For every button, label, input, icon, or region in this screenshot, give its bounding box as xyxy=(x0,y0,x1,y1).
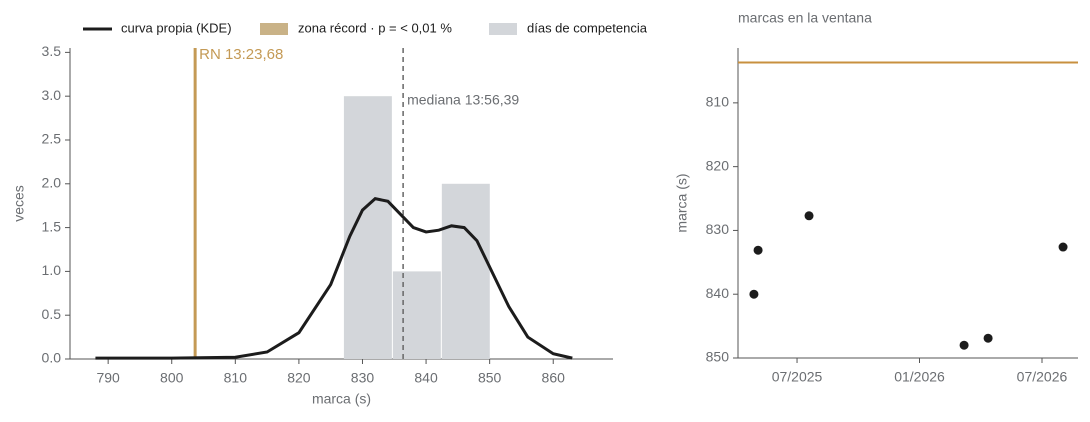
y-tick-label: 1.5 xyxy=(42,218,62,234)
point xyxy=(753,245,763,255)
y-axis-label: marca (s) xyxy=(674,173,690,232)
point xyxy=(959,340,969,350)
chart-title: marcas en la ventana xyxy=(738,10,872,26)
y-tick-label: 1.0 xyxy=(42,262,62,278)
y-tick-label: 850 xyxy=(706,349,730,365)
y-axis-label: veces xyxy=(11,185,27,222)
y-tick-label: 0.0 xyxy=(42,350,62,366)
y-tick-label: 830 xyxy=(706,221,730,237)
point xyxy=(983,333,993,343)
median-label: mediana 13:56,39 xyxy=(407,91,519,107)
y-tick-label: 2.5 xyxy=(42,131,62,147)
x-tick-label: 07/2025 xyxy=(772,369,823,385)
record-label: RN 13:23,68 xyxy=(199,46,283,63)
point xyxy=(1058,242,1068,252)
x-tick-label: 860 xyxy=(542,370,566,386)
x-tick-label: 790 xyxy=(96,370,120,386)
x-tick-label: 820 xyxy=(287,370,311,386)
y-tick-label: 820 xyxy=(706,157,730,173)
legend-swatch xyxy=(260,23,288,35)
point xyxy=(804,211,814,221)
y-tick-label: 2.0 xyxy=(42,174,62,190)
x-tick-label: 850 xyxy=(478,370,502,386)
x-tick-label: 07/2026 xyxy=(1017,369,1068,385)
legend-label: curva propia (KDE) xyxy=(121,20,232,35)
x-tick-label: 800 xyxy=(160,370,184,386)
y-tick-label: 3.5 xyxy=(42,43,62,59)
x-axis-label: marca (s) xyxy=(312,391,371,407)
kde-line xyxy=(95,197,573,360)
y-tick-label: 810 xyxy=(706,94,730,110)
x-tick-label: 830 xyxy=(351,370,375,386)
legend-label: zona récord · p = < 0,01 % xyxy=(298,20,452,35)
x-tick-label: 810 xyxy=(224,370,248,386)
x-tick-label: 840 xyxy=(414,370,438,386)
point xyxy=(749,289,759,299)
y-tick-label: 3.0 xyxy=(42,87,62,103)
hist-bar xyxy=(343,96,392,359)
hist-bar xyxy=(392,271,441,359)
legend-label: días de competencia xyxy=(527,20,648,35)
y-tick-label: 0.5 xyxy=(42,306,62,322)
legend-swatch xyxy=(489,23,517,35)
x-tick-label: 01/2026 xyxy=(894,369,945,385)
hist-bar xyxy=(441,183,490,359)
y-tick-label: 840 xyxy=(706,285,730,301)
